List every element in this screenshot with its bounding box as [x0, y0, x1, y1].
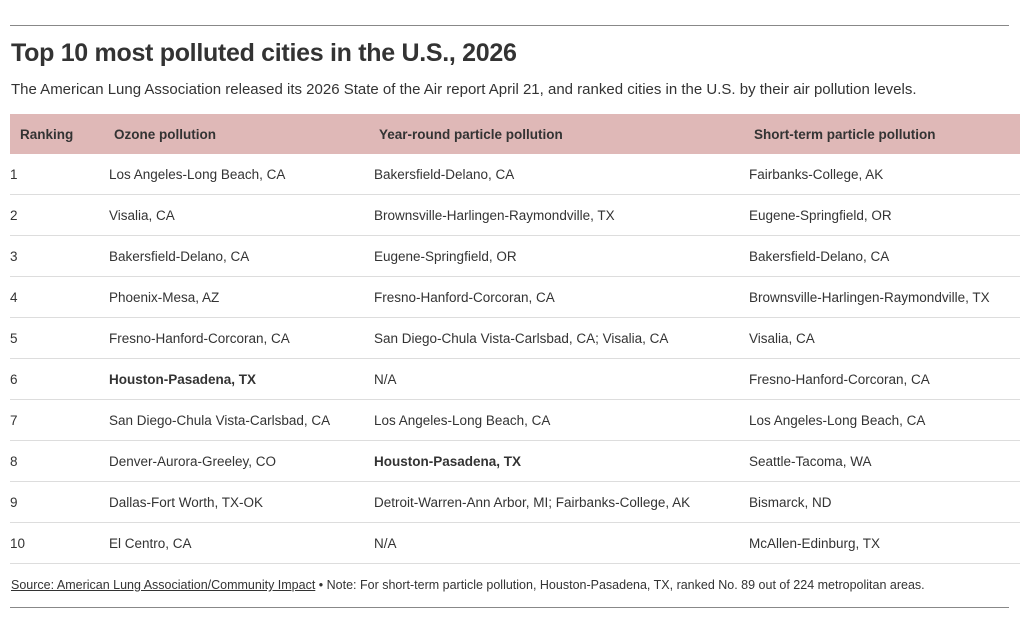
- cell-ranking: 9: [10, 481, 109, 523]
- cell-ranking: 1: [10, 154, 109, 195]
- table-row: 10 El Centro, CA N/A McAllen-Edinburg, T…: [10, 522, 1020, 564]
- cell-short-term: Fresno-Hanford-Corcoran, CA: [749, 358, 1020, 400]
- header-year-round: Year-round particle pollution: [374, 114, 749, 154]
- cell-year-round: N/A: [374, 522, 749, 564]
- cell-year-round: Bakersfield-Delano, CA: [374, 154, 749, 195]
- cell-ozone: El Centro, CA: [109, 522, 374, 564]
- header-ranking: Ranking: [10, 114, 109, 154]
- cell-ozone: Denver-Aurora-Greeley, CO: [109, 440, 374, 482]
- table-row: 5 Fresno-Hanford-Corcoran, CA San Diego-…: [10, 317, 1020, 359]
- footer-note: Source: American Lung Association/Commun…: [11, 578, 925, 592]
- cell-short-term: Seattle-Tacoma, WA: [749, 440, 1020, 482]
- table-row: 7 San Diego-Chula Vista-Carlsbad, CA Los…: [10, 399, 1020, 441]
- cell-year-round: Detroit-Warren-Ann Arbor, MI; Fairbanks-…: [374, 481, 749, 523]
- cell-ozone: San Diego-Chula Vista-Carlsbad, CA: [109, 399, 374, 441]
- page-subtitle: The American Lung Association released i…: [11, 81, 917, 98]
- table-row: 1 Los Angeles-Long Beach, CA Bakersfield…: [10, 154, 1020, 195]
- cell-ranking: 7: [10, 399, 109, 441]
- source-link[interactable]: Source: American Lung Association/Commun…: [11, 578, 316, 592]
- header-ozone: Ozone pollution: [109, 114, 374, 154]
- cell-year-round: Fresno-Hanford-Corcoran, CA: [374, 276, 749, 318]
- bottom-divider: [10, 607, 1009, 608]
- cell-ozone: Phoenix-Mesa, AZ: [109, 276, 374, 318]
- cell-ranking: 10: [10, 522, 109, 564]
- cell-short-term: Los Angeles-Long Beach, CA: [749, 399, 1020, 441]
- page-title: Top 10 most polluted cities in the U.S.,…: [11, 39, 517, 67]
- table-header-row: Ranking Ozone pollution Year-round parti…: [10, 114, 1020, 154]
- cell-year-round: Eugene-Springfield, OR: [374, 235, 749, 277]
- cell-year-round: San Diego-Chula Vista-Carlsbad, CA; Visa…: [374, 317, 749, 359]
- cell-ranking: 5: [10, 317, 109, 359]
- cell-year-round: N/A: [374, 358, 749, 400]
- cell-ozone: Bakersfield-Delano, CA: [109, 235, 374, 277]
- cell-ranking: 6: [10, 358, 109, 400]
- cell-ranking: 8: [10, 440, 109, 482]
- footer-note-text: • Note: For short-term particle pollutio…: [315, 578, 925, 592]
- header-short-term: Short-term particle pollution: [749, 114, 1020, 154]
- cell-year-round-highlight: Houston-Pasadena, TX: [374, 440, 749, 482]
- cell-short-term: McAllen-Edinburg, TX: [749, 522, 1020, 564]
- cell-ozone: Los Angeles-Long Beach, CA: [109, 154, 374, 195]
- cell-ozone: Visalia, CA: [109, 194, 374, 236]
- cell-short-term: Fairbanks-College, AK: [749, 154, 1020, 195]
- cell-ranking: 2: [10, 194, 109, 236]
- cell-short-term: Brownsville-Harlingen-Raymondville, TX: [749, 276, 1020, 318]
- table-row: 9 Dallas-Fort Worth, TX-OK Detroit-Warre…: [10, 481, 1020, 523]
- cell-short-term: Visalia, CA: [749, 317, 1020, 359]
- table-row: 2 Visalia, CA Brownsville-Harlingen-Raym…: [10, 194, 1020, 236]
- cell-ozone: Fresno-Hanford-Corcoran, CA: [109, 317, 374, 359]
- pollution-table: Ranking Ozone pollution Year-round parti…: [10, 114, 1020, 564]
- cell-short-term: Eugene-Springfield, OR: [749, 194, 1020, 236]
- cell-ranking: 4: [10, 276, 109, 318]
- table-row: 6 Houston-Pasadena, TX N/A Fresno-Hanfor…: [10, 358, 1020, 400]
- cell-year-round: Brownsville-Harlingen-Raymondville, TX: [374, 194, 749, 236]
- top-divider: [10, 25, 1009, 26]
- cell-ozone: Dallas-Fort Worth, TX-OK: [109, 481, 374, 523]
- cell-short-term: Bismarck, ND: [749, 481, 1020, 523]
- table-row: 8 Denver-Aurora-Greeley, CO Houston-Pasa…: [10, 440, 1020, 482]
- cell-year-round: Los Angeles-Long Beach, CA: [374, 399, 749, 441]
- cell-short-term: Bakersfield-Delano, CA: [749, 235, 1020, 277]
- table-row: 4 Phoenix-Mesa, AZ Fresno-Hanford-Corcor…: [10, 276, 1020, 318]
- cell-ranking: 3: [10, 235, 109, 277]
- table-row: 3 Bakersfield-Delano, CA Eugene-Springfi…: [10, 235, 1020, 277]
- cell-ozone-highlight: Houston-Pasadena, TX: [109, 358, 374, 400]
